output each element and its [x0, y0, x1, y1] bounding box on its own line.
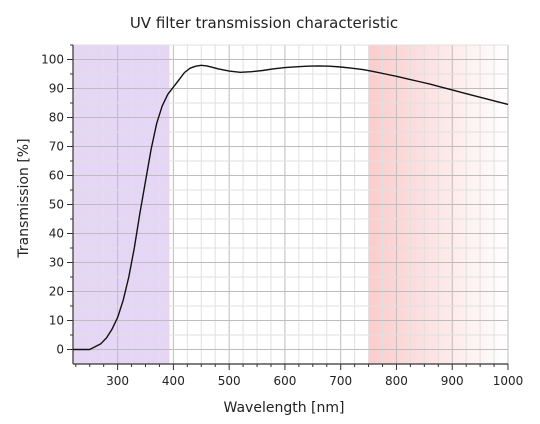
- y-tick-label: 70: [49, 140, 64, 154]
- x-tick-label: 1000: [493, 374, 524, 388]
- y-axis-label: Transmission [%]: [16, 138, 32, 258]
- y-tick-label: 80: [49, 111, 64, 125]
- y-tick-label: 0: [56, 343, 64, 357]
- y-tick-label: 40: [49, 227, 64, 241]
- y-tick-label: 100: [41, 53, 64, 67]
- x-tick-label: 500: [218, 374, 241, 388]
- x-tick-label: 300: [106, 374, 129, 388]
- x-tick-label: 900: [441, 374, 464, 388]
- x-tick-label: 800: [385, 374, 408, 388]
- y-tick-label: 20: [49, 285, 64, 299]
- y-tick-label: 60: [49, 169, 64, 183]
- y-tick-label: 30: [49, 256, 64, 270]
- x-tick-label: 600: [273, 374, 296, 388]
- x-tick-label: 700: [329, 374, 352, 388]
- series-line: [73, 64, 509, 351]
- y-tick-label: 90: [49, 82, 64, 96]
- x-tick-label: 400: [162, 374, 185, 388]
- x-axis-label: Wavelength [nm]: [224, 400, 345, 416]
- chart-title: UV filter transmission characteristic: [130, 14, 398, 32]
- y-tick-label: 10: [49, 314, 64, 328]
- y-tick-label: 50: [49, 198, 64, 212]
